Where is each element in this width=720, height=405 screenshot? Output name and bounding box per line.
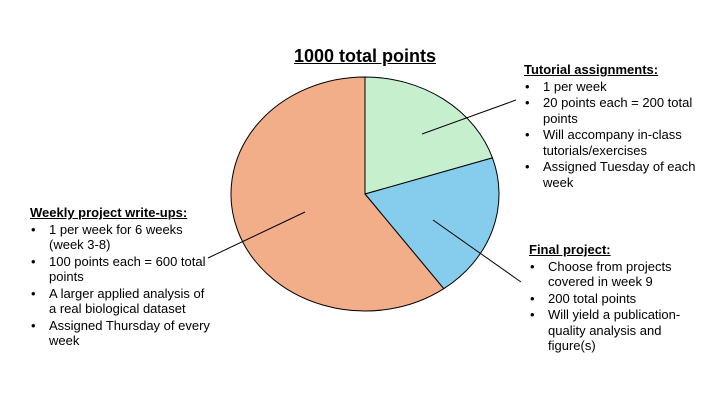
callout-bullet: Will yield a publication-quality analysi… [529, 307, 707, 354]
pie-slice-weekly-project-write-ups [230, 76, 445, 312]
callout-bullet: Assigned Thursday of every week [30, 318, 210, 349]
callout-bullet-list: 1 per week 20 points each = 200 total po… [524, 79, 704, 191]
callout-bullet: A larger applied analysis of a real biol… [30, 286, 210, 317]
callout-bullet-list: 1 per week for 6 weeks (week 3-8) 100 po… [30, 222, 210, 349]
callout-heading: Weekly project write-ups: [30, 205, 188, 220]
callout-final-project: Final project: Choose from projects cove… [529, 242, 707, 354]
callout-bullet: 1 per week for 6 weeks (week 3-8) [30, 222, 210, 253]
pie-slice-final-project [364, 157, 500, 290]
callout-bullet: Choose from projects covered in week 9 [529, 259, 707, 290]
callout-bullet: 1 per week [524, 79, 704, 95]
callout-weekly-project-write-ups: Weekly project write-ups: 1 per week for… [30, 205, 210, 349]
callout-bullet: 20 points each = 200 total points [524, 95, 704, 126]
leader-line-tutorial [421, 99, 517, 135]
callout-heading: Tutorial assignments: [524, 62, 659, 77]
callout-bullet-list: Choose from projects covered in week 9 2… [529, 259, 707, 354]
callout-heading: Final project: [529, 242, 611, 257]
chart-title: 1000 total points [293, 46, 437, 66]
leader-line-weekly [207, 211, 306, 259]
callout-leader-lines [207, 99, 522, 283]
callout-bullet: 100 points each = 600 total points [30, 254, 210, 285]
pie-slices [230, 76, 500, 312]
callout-bullet: Assigned Tuesday of each week [524, 159, 704, 190]
callout-bullet: Will accompany in-class tutorials/exerci… [524, 127, 704, 158]
leader-line-final [432, 219, 522, 283]
callout-bullet: 200 total points [529, 291, 707, 307]
callout-tutorial-assignments: Tutorial assignments: 1 per week 20 poin… [524, 62, 704, 190]
pie-slice-tutorial-assignments [364, 76, 493, 195]
